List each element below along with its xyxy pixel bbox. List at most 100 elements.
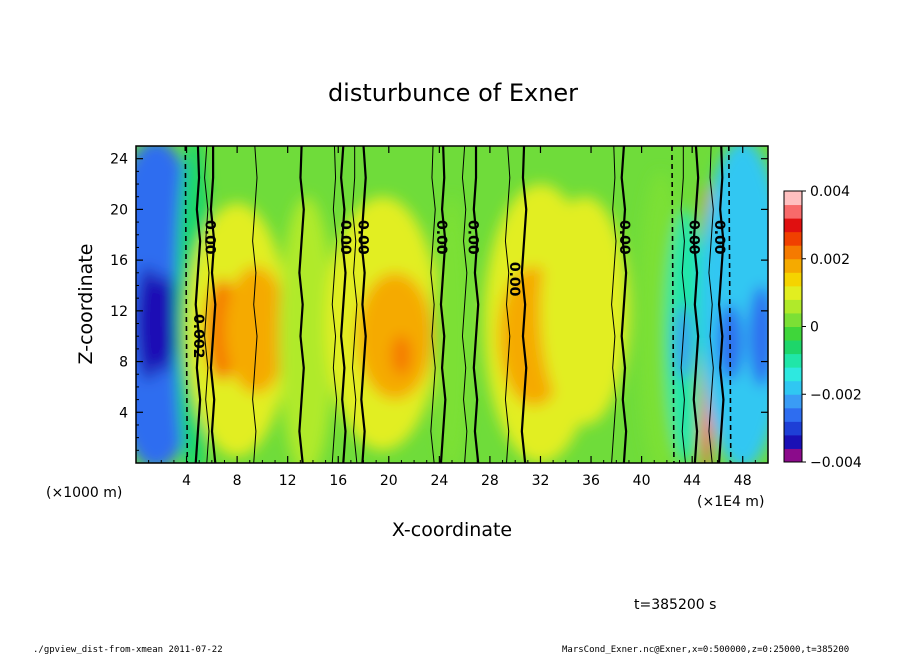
x-tick-label-11: 48 — [734, 473, 752, 489]
y-tick-label-4: 20 — [110, 202, 128, 218]
x-tick-label-0: 4 — [182, 473, 191, 489]
colorbar-tick-label-3: −0.002 — [810, 387, 862, 403]
colorbar-swatch-3 — [784, 407, 802, 422]
contour-line-19 — [708, 146, 714, 463]
contour-line-3 — [252, 146, 258, 463]
x-tick-label-9: 40 — [633, 473, 651, 489]
contour-line-18 — [692, 146, 700, 463]
script-label: ./gpview_dist-from-xmean 2011-07-22 — [33, 645, 223, 654]
contour-line-13 — [504, 146, 511, 463]
field-blob-10 — [357, 272, 434, 400]
field-blob-8 — [278, 196, 335, 463]
contour-line-7 — [351, 146, 358, 463]
contour-line-2 — [209, 146, 217, 463]
y-tick-label-5: 24 — [110, 152, 128, 168]
colorbar-swatch-10 — [784, 312, 802, 327]
x-unit-left: (×1000 m) — [46, 485, 122, 501]
x-tick-label-7: 32 — [532, 473, 550, 489]
y-tick-label-1: 8 — [119, 355, 128, 371]
colorbar-swatch-7 — [784, 353, 802, 368]
field-blob-23 — [717, 304, 743, 381]
y-tick-label-0: 4 — [119, 405, 128, 421]
contour-line-10 — [439, 146, 447, 463]
x-tick-label-8: 36 — [582, 473, 600, 489]
colorbar-swatch-5 — [784, 380, 802, 395]
y-axis-label: Z-coordinate — [75, 244, 97, 365]
colorbar-tick-label-0: 0.004 — [810, 184, 850, 200]
field-blob-22 — [698, 146, 768, 463]
contour-label-6: 0.00 — [506, 262, 522, 297]
contour-line-20 — [717, 146, 725, 463]
contour-line-14 — [520, 146, 528, 463]
x-unit-right: (×1E4 m) — [697, 494, 764, 510]
contour-label-2: 0.00 — [337, 220, 353, 255]
colorbar-swatch-1 — [784, 434, 802, 449]
colorbar — [784, 191, 802, 463]
colorbar-swatch-9 — [784, 326, 802, 341]
dashed-contour-0 — [184, 146, 189, 463]
contour-line-16 — [620, 146, 628, 463]
x-tick-label-3: 16 — [329, 473, 347, 489]
colorbar-swatch-0 — [784, 448, 802, 463]
colorbar-swatch-16 — [784, 231, 802, 246]
contour-line-0 — [194, 146, 202, 463]
field-shading — [136, 146, 768, 463]
field-blob-11 — [391, 334, 412, 376]
contour-line-4 — [298, 146, 305, 463]
colorbar-swatch-13 — [784, 272, 802, 287]
field-blob-21 — [699, 399, 713, 463]
x-tick-label-2: 12 — [279, 473, 297, 489]
y-axis-ticks: 4 8 12 16 20 24 — [110, 152, 768, 451]
colorbar-tick-label-2: 0 — [810, 320, 819, 336]
x-tick-label-10: 44 — [683, 473, 701, 489]
contour-label-7: 0.00 — [616, 220, 632, 255]
contour-line-11 — [461, 146, 468, 463]
contour-label-0: 0.00 — [202, 220, 218, 255]
colorbar-swatch-19 — [784, 191, 802, 206]
contour-line-12 — [472, 146, 480, 463]
contour-line-8 — [360, 146, 367, 463]
contour-label-1: 0.002 — [190, 314, 206, 358]
contour-label-3: 0.00 — [354, 220, 370, 255]
x-tick-label-1: 8 — [233, 473, 242, 489]
field-blob-16 — [540, 196, 629, 425]
x-axis-ticks: 4 8 12 16 20 24 28 32 36 40 44 48 — [148, 146, 769, 489]
time-label: t=385200 s — [634, 597, 716, 613]
contour-label-4: 0.00 — [433, 220, 449, 255]
contour-label-9: 0.00 — [711, 220, 727, 255]
source-label: MarsCond_Exner.nc@Exner,x=0:500000,z=0:2… — [562, 645, 849, 654]
contour-line-1 — [204, 146, 210, 463]
contour-line-15 — [611, 146, 617, 463]
colorbar-tick-label-1: 0.002 — [810, 252, 850, 268]
contour-line-6 — [339, 146, 347, 463]
x-tick-label-4: 20 — [380, 473, 398, 489]
contour-label-5: 0.00 — [464, 220, 480, 255]
x-tick-label-5: 24 — [430, 473, 448, 489]
colorbar-swatch-12 — [784, 285, 802, 300]
field-blob-24 — [749, 285, 768, 387]
colorbar-swatch-14 — [784, 258, 802, 273]
colorbar-swatch-8 — [784, 340, 802, 355]
colorbar-swatch-6 — [784, 367, 802, 382]
colorbar-ticks: 0.004 0.002 0 −0.002 −0.004 — [802, 184, 862, 471]
field-blob-12 — [433, 196, 471, 463]
contour-line-17 — [680, 146, 687, 463]
colorbar-swatch-4 — [784, 394, 802, 409]
field-blob-2 — [154, 272, 176, 375]
contour-line-5 — [331, 146, 338, 463]
x-axis-label: X-coordinate — [392, 519, 512, 541]
field-blob-1 — [136, 266, 162, 381]
chart-title: disturbunce of Exner — [328, 79, 578, 107]
x-tick-label-6: 28 — [481, 473, 499, 489]
colorbar-swatch-2 — [784, 421, 802, 436]
colorbar-tick-label-4: −0.004 — [810, 455, 862, 471]
dashed-contour-2 — [728, 146, 732, 463]
contour-label-8: 0.00 — [686, 220, 702, 255]
colorbar-swatch-15 — [784, 245, 802, 260]
colorbar-swatch-11 — [784, 299, 802, 314]
contour-line-9 — [430, 146, 436, 463]
colorbar-swatch-17 — [784, 218, 802, 233]
